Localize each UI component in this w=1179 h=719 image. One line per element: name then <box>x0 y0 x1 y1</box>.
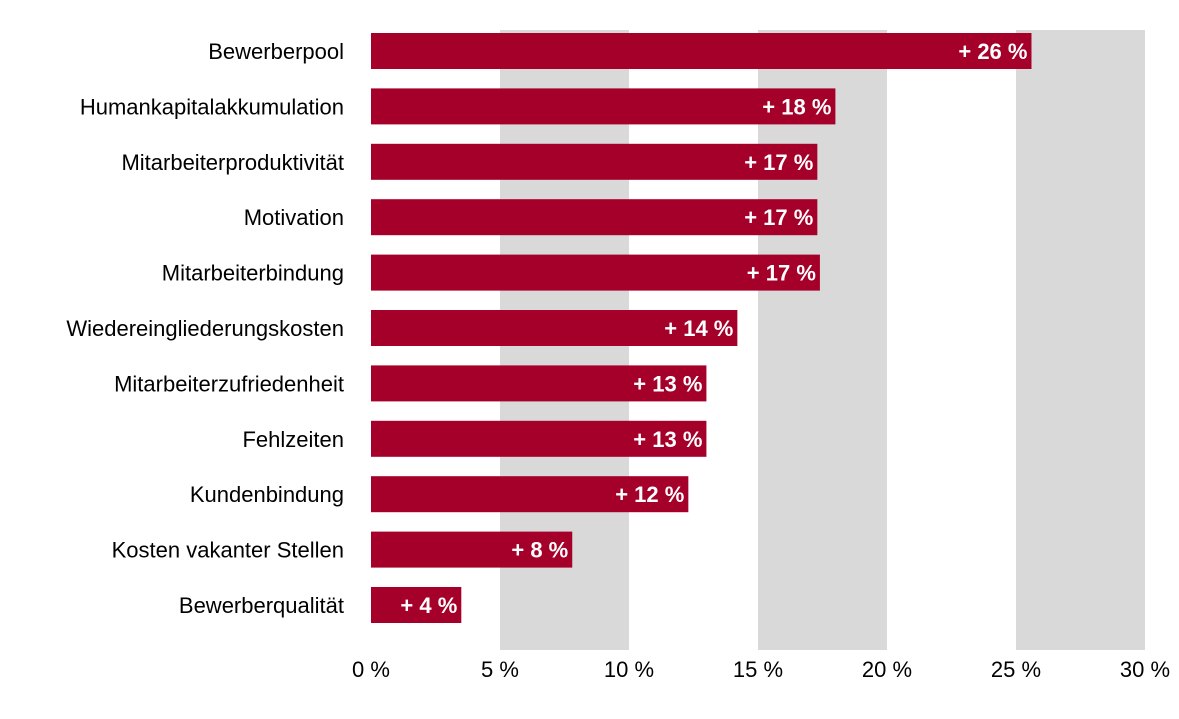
data-label: + 18 % <box>762 94 831 119</box>
category-label: Bewerberqualität <box>179 593 344 618</box>
data-label: + 26 % <box>958 39 1027 64</box>
x-tick-label: 25 % <box>991 657 1041 682</box>
bar <box>371 531 573 568</box>
shaded-bands <box>500 30 1145 650</box>
x-tick-label: 5 % <box>481 657 519 682</box>
data-label: + 12 % <box>615 482 684 507</box>
bar <box>371 365 707 402</box>
bars: + 26 % + 18 % + 17 % + 17 % + 17 % + 14 % + 13… <box>371 33 1032 623</box>
category-label: Humankapitalakkumulation <box>80 94 344 119</box>
bar <box>371 587 462 623</box>
bar <box>371 254 820 291</box>
bar <box>371 476 689 513</box>
data-label: + 17 % <box>744 150 813 175</box>
category-label: Kosten vakanter Stellen <box>112 538 344 563</box>
category-label: Kundenbindung <box>190 482 344 507</box>
data-label: + 13 % <box>633 427 702 452</box>
category-label: Mitarbeiterproduktivität <box>121 150 344 175</box>
x-tick-label: 20 % <box>862 657 912 682</box>
shaded-band-2 <box>1016 30 1145 650</box>
category-label: Motivation <box>244 205 344 230</box>
shaded-band-1 <box>758 30 887 650</box>
bar <box>371 420 707 457</box>
data-label: + 8 % <box>511 538 568 563</box>
data-label: + 14 % <box>664 316 733 341</box>
category-label: Mitarbeiterbindung <box>162 261 344 286</box>
category-label: Wiedereingliederungskosten <box>66 316 344 341</box>
bar <box>371 88 836 125</box>
x-tick-label: 10 % <box>604 657 654 682</box>
data-label: + 17 % <box>744 205 813 230</box>
bar <box>371 199 818 236</box>
category-label: Bewerberpool <box>208 39 344 64</box>
data-label: + 17 % <box>747 261 816 286</box>
category-labels: Bewerberpool Humankapitalakkumulation Mita… <box>66 39 344 618</box>
x-axis-ticks: 0 % 5 % 10 % 15 % 20 % 25 % 30 % <box>352 657 1170 682</box>
category-label: Mitarbeiterzufriedenheit <box>114 371 344 396</box>
x-tick-label: 15 % <box>733 657 783 682</box>
bar <box>371 310 738 346</box>
bar <box>371 33 1032 69</box>
x-tick-label: 30 % <box>1120 657 1170 682</box>
data-label: + 13 % <box>633 371 702 396</box>
x-tick-label: 0 % <box>352 657 390 682</box>
bar <box>371 143 818 180</box>
data-label: + 4 % <box>400 593 457 618</box>
category-label: Fehlzeiten <box>242 427 344 452</box>
